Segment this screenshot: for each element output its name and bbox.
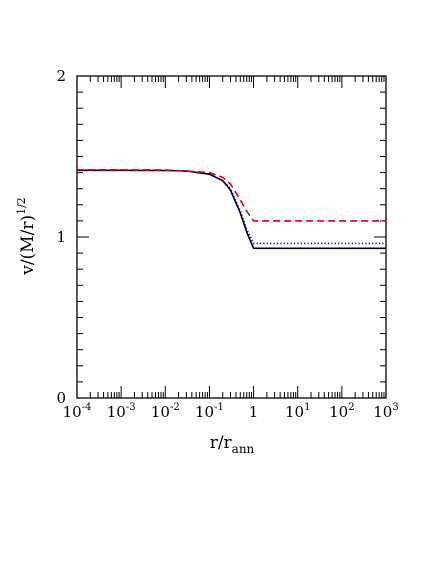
x-axis-label-sub: ann — [232, 442, 255, 456]
x-tick-label-exp: 1 — [304, 402, 310, 413]
x-tick-label: 10-4 — [63, 402, 92, 421]
x-tick-label: 103 — [373, 402, 398, 421]
x-tick-label-exp: -3 — [126, 402, 136, 413]
series-line-solid — [77, 169, 386, 250]
x-tick-label-base: 10 — [151, 403, 170, 421]
x-tick-label-exp: 3 — [392, 402, 398, 413]
x-tick-label-base: 1 — [249, 403, 259, 421]
x-tick-label-base: 10 — [63, 403, 82, 421]
axis-ticks — [76, 75, 387, 399]
x-tick-label-base: 10 — [329, 403, 348, 421]
y-axis-label-sup: 1/2 — [15, 197, 28, 215]
x-tick-label: 1 — [249, 403, 259, 421]
x-tick-label-exp: -4 — [82, 402, 92, 413]
x-tick-label: 10-3 — [107, 402, 136, 421]
series-line-dotted — [77, 169, 386, 245]
x-tick-label: 10-1 — [195, 402, 224, 421]
y-axis-label: v/(M/r)1/2 — [15, 197, 38, 276]
x-tick-label-exp: 2 — [348, 402, 354, 413]
y-tick-label: 2 — [56, 67, 66, 85]
x-tick-label: 10-2 — [151, 402, 180, 421]
x-tick-label-base: 10 — [107, 403, 126, 421]
series-lines — [77, 169, 386, 250]
x-tick-label-exp: -2 — [170, 402, 180, 413]
x-tick-label: 102 — [329, 402, 354, 421]
x-tick-label-base: 10 — [373, 403, 392, 421]
x-tick-label-exp: -1 — [214, 402, 224, 413]
x-axis-label: r/rann — [210, 433, 255, 456]
x-tick-label: 101 — [285, 402, 310, 421]
y-axis-label-base: v/(M/r) — [18, 215, 38, 276]
y-tick-label: 0 — [56, 389, 66, 407]
series-line-dashed — [77, 169, 386, 222]
x-tick-label-base: 10 — [195, 403, 214, 421]
x-tick-label-base: 10 — [285, 403, 304, 421]
y-tick-label: 1 — [56, 228, 66, 246]
x-axis-label-base: r/r — [210, 433, 233, 453]
plot-frame — [76, 75, 387, 399]
